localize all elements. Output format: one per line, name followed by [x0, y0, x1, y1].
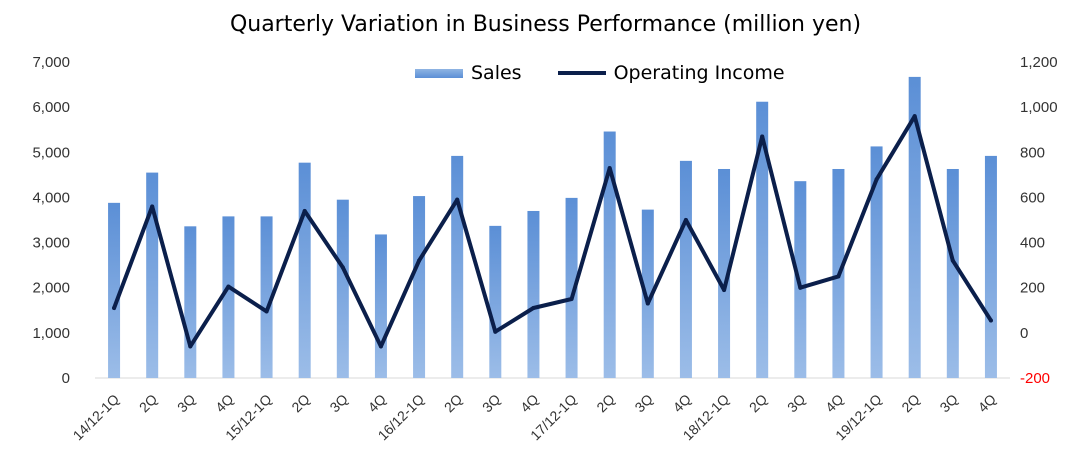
- operating-income-point: [836, 274, 841, 279]
- operating-income-point: [302, 208, 307, 213]
- right-axis-tick-label: 1,000: [1020, 99, 1058, 116]
- x-axis-category-label: 4Q: [365, 391, 390, 416]
- legend-item-operating-income: Operating Income: [557, 62, 785, 84]
- legend-label-sales: Sales: [471, 62, 522, 84]
- operating-income-point: [798, 285, 803, 290]
- sales-bar: [184, 226, 197, 378]
- operating-income-point: [874, 177, 879, 182]
- sales-bar: [413, 196, 426, 378]
- operating-income-point: [607, 166, 612, 171]
- right-axis-tick-label: 200: [1020, 280, 1045, 297]
- x-axis-category-label: 3Q: [174, 391, 199, 416]
- right-axis-tick-label: 400: [1020, 235, 1045, 252]
- right-axis-tick-label: -200: [1020, 370, 1050, 387]
- sales-bar: [336, 199, 349, 378]
- left-axis-tick-label: 6,000: [32, 99, 70, 116]
- x-axis-category-label: 2Q: [288, 391, 313, 416]
- operating-income-point: [455, 197, 460, 202]
- x-axis-category-label: 2Q: [746, 391, 771, 416]
- operating-income-point: [417, 258, 422, 263]
- operating-income-point: [493, 329, 498, 334]
- sales-bar: [260, 216, 273, 378]
- left-axis-tick-label: 0: [62, 370, 70, 387]
- sales-bar: [984, 155, 997, 378]
- x-axis-category-label: 3Q: [326, 391, 351, 416]
- legend: Sales Operating Income: [415, 62, 821, 84]
- left-axis-tick-label: 4,000: [32, 189, 70, 206]
- operating-income-point: [988, 318, 993, 323]
- right-axis-tick-label: 1,200: [1020, 54, 1058, 71]
- operating-income-point: [950, 258, 955, 263]
- sales-bar: [108, 202, 121, 378]
- sales-bar: [565, 197, 578, 378]
- left-axis-tick-label: 5,000: [32, 144, 70, 161]
- sales-bar: [756, 101, 769, 379]
- x-axis-category-label: 4Q: [517, 391, 542, 416]
- sales-bar: [908, 76, 921, 378]
- right-axis-tick-label: 600: [1020, 189, 1045, 206]
- sales-bar: [870, 146, 883, 378]
- x-axis-category-label: 4Q: [670, 391, 695, 416]
- operating-income-point: [683, 218, 688, 222]
- left-axis-tick-label: 2,000: [32, 280, 70, 297]
- operating-income-point: [112, 306, 117, 311]
- sales-bar: [946, 168, 959, 378]
- sales-bar: [489, 225, 502, 378]
- sales-bar: [298, 162, 311, 378]
- sales-bar: [679, 160, 692, 378]
- sales-bar: [603, 131, 616, 378]
- x-axis-category-label: 2Q: [898, 391, 923, 416]
- left-axis-tick-label: 7,000: [32, 54, 70, 71]
- operating-income-point: [645, 301, 650, 306]
- operating-income-point: [531, 306, 536, 311]
- operating-income-point: [378, 344, 383, 349]
- operating-income-point: [722, 287, 727, 292]
- x-axis-category-label: 4Q: [822, 391, 847, 416]
- operating-income-point: [264, 309, 269, 314]
- x-axis-category-label: 4Q: [975, 391, 1000, 416]
- x-axis-category-label: 3Q: [631, 391, 656, 416]
- x-axis-category-label: 2Q: [136, 391, 161, 416]
- legend-swatch-operating-income: [557, 71, 606, 75]
- sales-bar: [146, 172, 159, 378]
- right-axis-tick-label: 800: [1020, 144, 1045, 161]
- sales-bar: [641, 209, 654, 378]
- legend-label-operating-income: Operating Income: [613, 62, 785, 84]
- sales-bar: [451, 155, 464, 378]
- operating-income-point: [340, 265, 345, 270]
- x-axis-category-label: 14/12-1Q: [70, 391, 123, 444]
- legend-swatch-sales: [415, 68, 463, 78]
- right-axis-tick-label: 0: [1020, 325, 1028, 342]
- x-axis-category-label: 4Q: [212, 391, 237, 416]
- left-axis-tick-label: 3,000: [32, 235, 70, 252]
- operating-income-point: [912, 114, 917, 119]
- left-axis-tick-label: 1,000: [32, 325, 70, 342]
- x-axis-category-label: 3Q: [479, 391, 504, 416]
- operating-income-point: [188, 344, 193, 349]
- sales-bar: [222, 216, 235, 378]
- operating-income-point: [150, 204, 155, 209]
- x-axis-category-label: 2Q: [593, 391, 618, 416]
- sales-bar: [527, 210, 540, 378]
- operating-income-point: [760, 134, 765, 139]
- operating-income-line: [112, 114, 993, 349]
- sales-bar: [374, 234, 387, 378]
- operating-income-point: [569, 297, 574, 301]
- operating-income-point: [226, 284, 231, 289]
- legend-item-sales: Sales: [415, 62, 522, 84]
- sales-bar: [718, 168, 731, 378]
- x-axis-category-label: 3Q: [784, 391, 809, 416]
- x-axis-category-label: 2Q: [441, 391, 466, 416]
- x-axis-category-label: 3Q: [936, 391, 961, 416]
- chart-title: Quarterly Variation in Business Performa…: [229, 12, 862, 37]
